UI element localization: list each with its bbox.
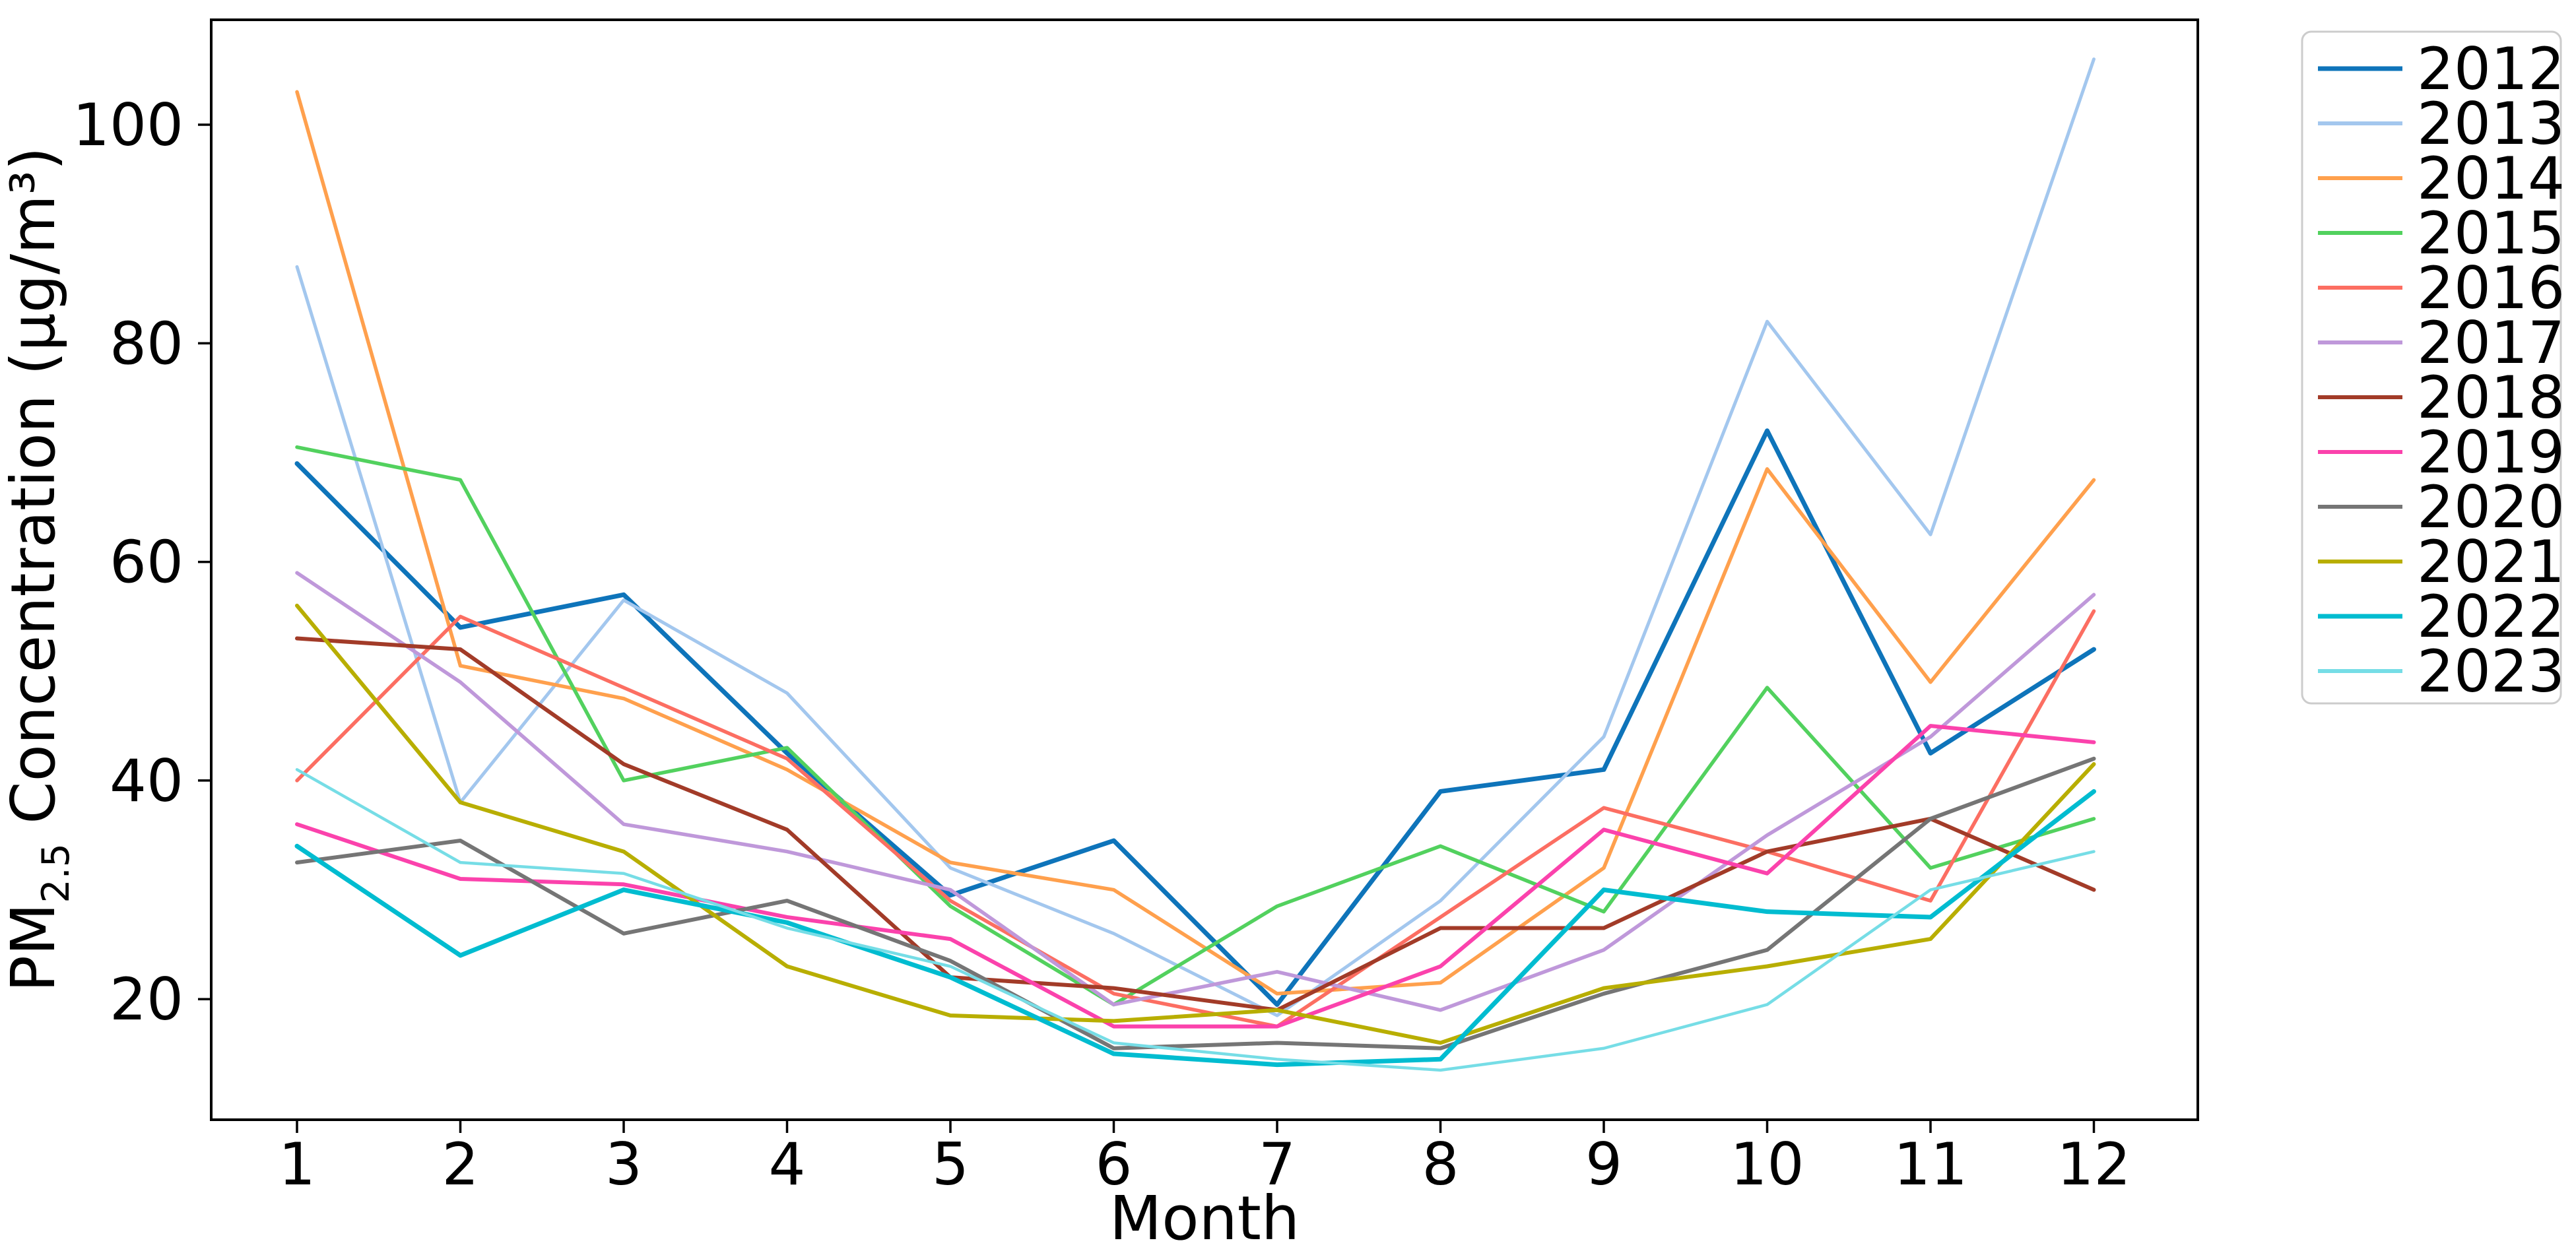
legend-entry-2012: 2012	[2318, 35, 2565, 103]
series-line-2015	[295, 445, 2096, 1007]
x-tick-label: 8	[1422, 1130, 1459, 1198]
legend-entry-2014: 2014	[2318, 145, 2565, 212]
series-line-2021	[295, 603, 2096, 1045]
series-line-2022	[294, 788, 2096, 1068]
x-tick-label: 2	[442, 1130, 479, 1198]
x-tick-label: 12	[2057, 1130, 2131, 1198]
y-tick-label: 60	[110, 529, 183, 596]
x-tick-label: 6	[1096, 1130, 1133, 1198]
legend-entry-2013: 2013	[2318, 90, 2565, 158]
plot-border	[210, 18, 2199, 1121]
y-tick-label: 80	[110, 309, 183, 377]
legend-label-2017: 2017	[2417, 309, 2565, 377]
legend-entry-2018: 2018	[2318, 364, 2565, 432]
legend-label-2018: 2018	[2417, 364, 2565, 432]
legend-label-2022: 2022	[2417, 583, 2565, 651]
legend-label-2023: 2023	[2417, 637, 2565, 705]
series-line-2012	[294, 428, 2096, 1007]
x-tick-label: 3	[605, 1130, 642, 1198]
legend: 2012201320142015201620172018201920202021…	[2301, 30, 2565, 705]
series-line-2017	[295, 571, 2096, 1012]
legend-label-2020: 2020	[2417, 473, 2565, 541]
legend-entry-2015: 2015	[2318, 199, 2565, 267]
legend-entry-2021: 2021	[2318, 528, 2565, 596]
legend-label-2019: 2019	[2417, 418, 2565, 486]
x-tick-label: 7	[1259, 1130, 1296, 1198]
series-line-2019	[295, 724, 2096, 1029]
legend-label-2014: 2014	[2417, 145, 2565, 212]
series-lines	[294, 57, 2096, 1072]
y-tick-label: 40	[110, 747, 183, 815]
x-tick-label: 9	[1585, 1130, 1622, 1198]
x-tick-label: 4	[769, 1130, 806, 1198]
legend-label-2015: 2015	[2417, 199, 2565, 267]
legend-entry-2022: 2022	[2318, 583, 2565, 651]
legend-label-2021: 2021	[2417, 528, 2565, 596]
legend-label-2013: 2013	[2417, 90, 2565, 158]
x-tick-label: 1	[279, 1130, 315, 1198]
legend-label-2016: 2016	[2417, 254, 2565, 322]
x-tick-label: 11	[1894, 1130, 1967, 1198]
x-tick-label: 10	[1731, 1130, 1804, 1198]
series-line-2020	[295, 756, 2096, 1050]
series-line-2016	[295, 609, 2096, 1029]
x-tick-label: 5	[932, 1130, 969, 1198]
legend-entry-2019: 2019	[2318, 418, 2565, 486]
legend-entry-2023: 2023	[2318, 637, 2565, 705]
legend-box	[2301, 30, 2562, 705]
y-tick-label: 100	[73, 91, 183, 159]
legend-entry-2020: 2020	[2318, 473, 2565, 541]
series-line-2013	[295, 57, 2096, 1017]
legend-entry-2016: 2016	[2318, 254, 2565, 322]
series-line-2023	[295, 768, 2096, 1072]
series-line-2014	[295, 90, 2096, 996]
series-line-2018	[295, 636, 2096, 1012]
y-axis-label: PM2.5 Concentration (µg/m³)	[0, 146, 78, 992]
legend-entry-2017: 2017	[2318, 309, 2565, 377]
legend-label-2012: 2012	[2417, 35, 2565, 103]
x-axis-label: Month	[1109, 1183, 1300, 1254]
y-tick-label: 20	[110, 965, 183, 1033]
